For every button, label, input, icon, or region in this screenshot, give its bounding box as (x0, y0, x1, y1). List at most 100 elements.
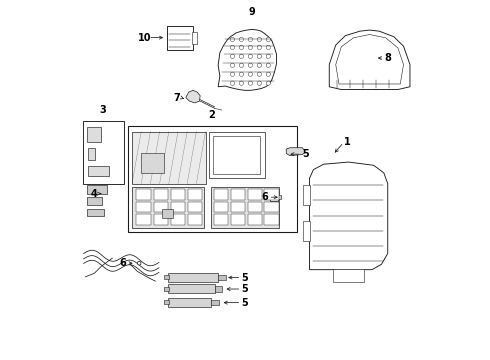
Circle shape (257, 37, 262, 41)
Bar (211, 300, 219, 305)
Text: 5: 5 (302, 149, 309, 159)
Circle shape (257, 45, 262, 49)
Text: 5: 5 (242, 298, 248, 308)
Circle shape (230, 63, 235, 67)
Bar (171, 214, 185, 225)
Circle shape (239, 37, 244, 41)
Bar (214, 136, 260, 174)
Text: 4: 4 (91, 189, 98, 199)
Bar (214, 214, 228, 225)
Text: 9: 9 (248, 7, 255, 17)
Bar (153, 202, 168, 212)
Text: 5: 5 (242, 284, 248, 294)
Bar (218, 275, 226, 280)
Bar (303, 185, 310, 205)
Circle shape (266, 72, 270, 76)
Circle shape (248, 81, 252, 85)
Bar (87, 209, 104, 216)
Bar (87, 127, 101, 141)
Polygon shape (310, 162, 388, 270)
Circle shape (230, 45, 235, 49)
Bar (188, 189, 202, 200)
Bar (171, 202, 185, 212)
Text: 8: 8 (384, 53, 391, 63)
Circle shape (248, 63, 252, 67)
Bar (265, 189, 279, 200)
Circle shape (137, 261, 141, 265)
Circle shape (257, 72, 262, 76)
Text: 6: 6 (262, 192, 269, 202)
Bar (211, 187, 279, 228)
Circle shape (239, 72, 244, 76)
Bar (247, 189, 262, 200)
Bar (231, 189, 245, 200)
Bar (231, 214, 245, 225)
Circle shape (257, 81, 262, 85)
Bar (136, 214, 151, 225)
Bar (333, 269, 364, 282)
Text: 1: 1 (344, 138, 350, 147)
Circle shape (248, 72, 252, 76)
Circle shape (266, 54, 270, 58)
Circle shape (239, 63, 244, 67)
Bar (136, 202, 151, 212)
Circle shape (230, 54, 235, 58)
Bar (209, 132, 265, 178)
Bar (88, 148, 95, 160)
Bar (141, 153, 164, 173)
Text: 7: 7 (173, 93, 180, 103)
Text: 5: 5 (242, 273, 248, 283)
Circle shape (230, 72, 235, 76)
Bar (192, 32, 197, 44)
Text: 10: 10 (138, 33, 151, 42)
Bar (168, 273, 218, 282)
Bar (265, 214, 279, 225)
Circle shape (266, 37, 270, 41)
Bar (88, 166, 109, 176)
Bar (188, 214, 202, 225)
Bar (168, 284, 215, 293)
Bar (128, 126, 297, 232)
Bar (303, 221, 310, 241)
Bar (87, 185, 107, 194)
Circle shape (230, 37, 235, 41)
Text: 3: 3 (99, 105, 106, 115)
Circle shape (239, 54, 244, 58)
Bar (132, 132, 205, 184)
Bar (164, 275, 169, 279)
Bar (164, 300, 169, 305)
Circle shape (257, 63, 262, 67)
Bar (188, 202, 202, 212)
Bar (247, 202, 262, 212)
Circle shape (248, 45, 252, 49)
Bar (153, 189, 168, 200)
Bar (247, 214, 262, 225)
Circle shape (266, 63, 270, 67)
Circle shape (230, 81, 235, 85)
Bar (87, 197, 101, 205)
Bar (167, 26, 193, 50)
Bar (83, 121, 124, 184)
Bar (162, 209, 172, 218)
Bar (270, 194, 278, 201)
Polygon shape (218, 30, 276, 90)
Bar (168, 298, 211, 307)
Polygon shape (329, 30, 410, 90)
Circle shape (266, 81, 270, 85)
Bar (136, 189, 151, 200)
Bar (278, 195, 281, 199)
Bar (171, 189, 185, 200)
Text: 2: 2 (209, 111, 216, 121)
Text: 6: 6 (120, 258, 126, 268)
Circle shape (239, 45, 244, 49)
Circle shape (248, 54, 252, 58)
Polygon shape (286, 148, 304, 156)
Bar (231, 202, 245, 212)
Bar (215, 286, 222, 292)
Polygon shape (336, 35, 403, 84)
Circle shape (248, 37, 252, 41)
Bar (265, 202, 279, 212)
Circle shape (257, 54, 262, 58)
Bar (132, 187, 204, 228)
Bar (153, 214, 168, 225)
